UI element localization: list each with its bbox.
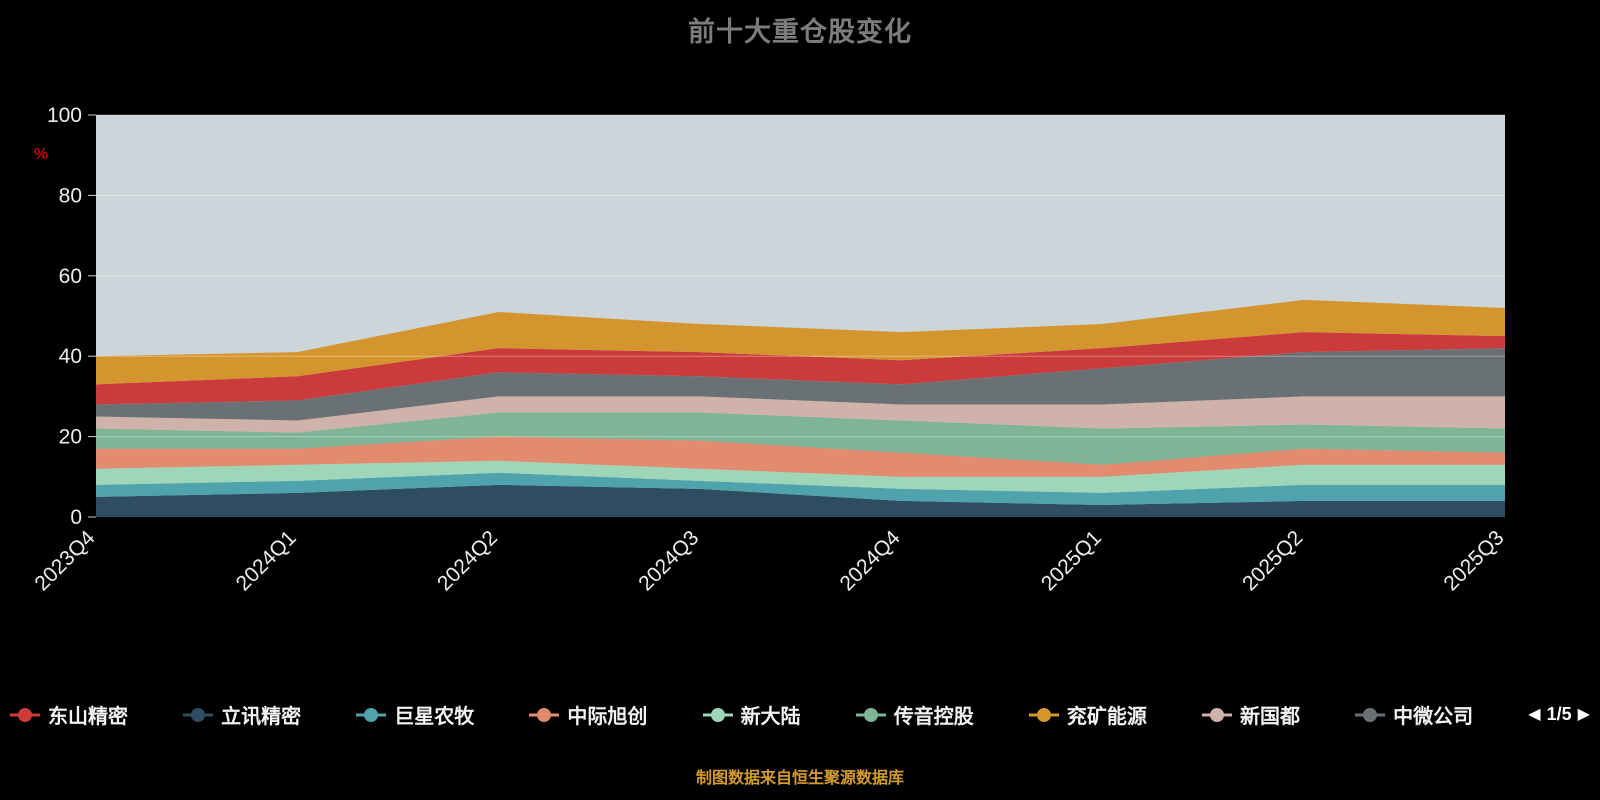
y-axis-label: 60 [59, 265, 82, 288]
legend-line-circle-icon [855, 707, 886, 722]
legend-line-circle-icon [10, 707, 40, 722]
legend-label: 立讯精密 [221, 706, 302, 728]
legend-pager: ◀ 1/5 ▶ [1528, 704, 1590, 725]
area-series-2 [96, 460, 1505, 493]
legend-line-circle-icon [529, 707, 560, 722]
x-axis-label: 2025Q2 [1238, 526, 1307, 595]
legend-label: 兖矿能源 [1066, 706, 1147, 728]
y-axis-label: 20 [59, 426, 82, 449]
legend-item-6[interactable]: 兖矿能源 [1028, 700, 1147, 729]
data-source-caption: 制图数据来自恒生聚源数据库 [695, 770, 904, 787]
x-axis-label: 2024Q1 [232, 526, 301, 595]
x-axis-label: 2025Q1 [1037, 526, 1106, 595]
legend-prev-icon[interactable]: ◀ [1528, 705, 1541, 723]
legend-item-0[interactable]: 东山精密 [10, 700, 128, 729]
legend-line-circle-icon [1201, 707, 1232, 722]
y-axis-label: 40 [59, 345, 82, 368]
legend-item-5[interactable]: 传音控股 [855, 700, 974, 729]
legend-label: 传音控股 [893, 706, 974, 728]
legend-label: 新大陆 [740, 706, 801, 728]
legend-label: 中际旭创 [567, 706, 648, 728]
area-series-1 [96, 472, 1505, 505]
legend-item-7[interactable]: 新国都 [1201, 700, 1300, 729]
area-series-4 [96, 412, 1505, 465]
legend-item-3[interactable]: 中际旭创 [529, 700, 647, 729]
area-series-0 [96, 484, 1505, 517]
y-axis-name: % [34, 146, 49, 163]
area-series-5 [96, 396, 1505, 433]
area-series-7 [96, 332, 1505, 405]
legend-line-circle-icon [183, 707, 214, 722]
x-axis-label: 2024Q2 [433, 526, 502, 595]
chart-title: 前十大重仓股变化 [688, 17, 912, 47]
legend-next-icon[interactable]: ▶ [1577, 705, 1590, 723]
stacked-area-chart: 0 20 40 60 80 100 2023Q4 2024Q1 2024Q2 2024Q3 2024… [30, 104, 1508, 595]
legend-label: 新国都 [1239, 706, 1300, 728]
legend-label: 中微公司 [1393, 706, 1474, 728]
legend-line-circle-icon [702, 707, 733, 722]
x-axis-label: 2024Q3 [634, 526, 703, 595]
y-axis-label: 100 [47, 104, 82, 127]
legend-item-4[interactable]: 新大陆 [702, 700, 801, 729]
legend-page-indicator: 1/5 [1546, 704, 1572, 724]
legend-label: 东山精密 [48, 706, 128, 728]
legend-item-1[interactable]: 立讯精密 [183, 700, 301, 729]
area-series-8 [96, 299, 1505, 385]
legend-line-circle-icon [1355, 707, 1386, 722]
x-axis-label: 2024Q4 [836, 526, 905, 595]
legend: 东山精密 立讯精密 巨星农牧 中际旭创 新大陆 传音控股 兖矿能源 新国都 中微公司 ◀ 1/5 ▶ [0, 700, 1600, 729]
legend-label: 巨星农牧 [394, 706, 475, 728]
legend-line-circle-icon [356, 707, 387, 722]
area-series-6 [96, 348, 1505, 421]
legend-line-circle-icon [1028, 707, 1059, 722]
x-axis-label: 2025Q3 [1439, 526, 1508, 595]
y-axis-label: 0 [70, 506, 82, 529]
y-axis-label: 80 [59, 184, 82, 207]
legend-item-2[interactable]: 巨星农牧 [356, 700, 474, 729]
legend-item-8[interactable]: 中微公司 [1355, 700, 1473, 729]
x-axis-label: 2023Q4 [30, 526, 99, 595]
area-series-3 [96, 436, 1505, 477]
